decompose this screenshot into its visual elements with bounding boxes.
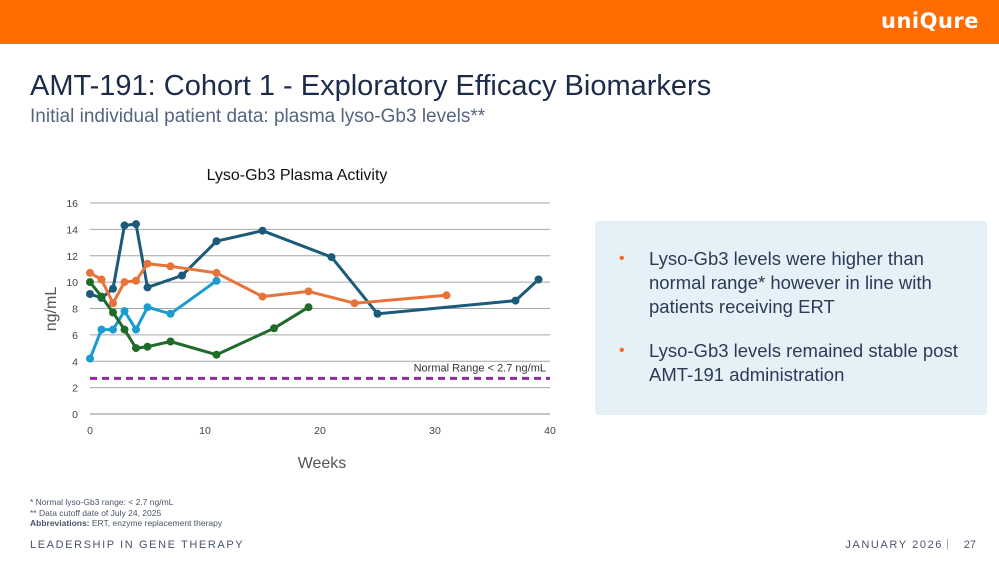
data-point-patient-2 [132,276,140,285]
page-number: 27 [963,539,976,551]
y-tick-label-12: 12 [66,251,78,263]
x-tick-label-10: 10 [199,425,211,437]
data-point-patient-2 [258,292,267,301]
footnote-data-cutoff: ** Data cutoff date of July 24, 2025 [30,507,162,518]
data-point-patient-2 [350,299,359,308]
data-point-patient-2 [166,262,175,271]
data-point-patient-1 [258,226,267,235]
data-point-patient-4 [166,337,175,346]
chart-title: Lyso-Gb3 Plasma Activity [207,167,388,184]
data-point-patient-1 [534,275,543,284]
data-point-patient-3 [120,307,129,316]
y-tick-label-4: 4 [72,356,78,368]
uniqure-logo: uniQure [881,9,979,33]
data-point-patient-4 [86,278,94,287]
footer-tagline: LEADERSHIP IN GENE THERAPY [30,539,245,551]
data-point-patient-4 [132,344,140,353]
finding-text-2: Lyso-Gb3 levels remained stable post AMT… [649,340,958,385]
footnotes: * Normal lyso-Gb3 range: < 2.7 ng/mL ** … [30,497,222,529]
bullet-icon: • [619,342,625,359]
series-line-patient-4 [88,281,310,357]
series-line-patient-2 [89,262,447,305]
data-point-patient-4 [270,324,278,333]
data-point-patient-3 [143,303,152,312]
y-axis-label: ng/mL [43,287,60,332]
data-point-patient-2 [109,299,117,308]
data-point-patient-3 [109,325,117,334]
data-point-patient-1 [86,290,94,298]
data-point-patient-4 [120,325,129,334]
data-point-patient-2 [304,287,313,296]
data-point-patient-1 [120,221,129,230]
footnote-normal-range: * Normal lyso-Gb3 range: < 2.7 ng/mL [30,497,174,507]
data-point-patient-1 [132,220,140,229]
finding-text-1: Lyso-Gb3 levels were higher than normal … [649,248,932,317]
abbreviations-label: Abbreviations: [30,518,90,528]
data-point-patient-2 [143,259,152,268]
data-point-patient-4 [212,350,221,359]
data-point-patient-1 [109,284,117,293]
data-point-patient-1 [511,296,520,305]
data-point-patient-4 [304,303,313,312]
top-banner: uniQure [0,0,999,44]
x-tick-label-20: 20 [314,425,326,437]
data-point-patient-1 [178,271,186,280]
data-point-patient-4 [109,308,117,317]
footnote-abbreviations: Abbreviations: ERT, enzyme replacement t… [30,518,222,529]
page-title: AMT-191: Cohort 1 - Exploratory Efficacy… [30,70,712,102]
y-tick-label-10: 10 [66,277,78,289]
data-point-patient-4 [143,342,152,351]
data-point-patient-2 [97,275,106,284]
data-point-patient-1 [143,283,152,292]
bullet-icon: • [619,250,625,267]
series-line-patient-1 [89,222,540,316]
data-point-patient-1 [327,253,336,262]
footer-separator: | [946,538,949,550]
data-point-patient-2 [212,268,221,277]
data-point-patient-1 [212,237,221,246]
y-tick-label-16: 16 [66,198,78,210]
y-tick-label-8: 8 [72,304,78,316]
page-subtitle: Initial individual patient data: plasma … [30,106,486,127]
data-point-patient-2 [86,268,94,277]
finding-item-1: • Lyso-Gb3 levels were higher than normal… [619,247,967,319]
data-point-patient-4 [97,292,106,301]
x-axis-label: Weeks [298,455,347,472]
data-point-patient-1 [373,309,382,318]
y-tick-label-14: 14 [66,224,78,236]
data-point-patient-2 [442,291,451,300]
x-tick-label-30: 30 [429,425,441,437]
y-tick-label-2: 2 [72,383,78,395]
x-tick-label-40: 40 [544,425,556,437]
data-point-patient-2 [120,278,129,287]
finding-item-2: • Lyso-Gb3 levels remained stable post AM… [619,339,967,387]
data-point-patient-3 [86,354,94,363]
footer-date: JANUARY 2026 [845,539,943,551]
data-point-patient-3 [132,325,140,334]
key-findings-callout: • Lyso-Gb3 levels were higher than normal… [595,221,987,415]
lyso-gb3-line-chart: Lyso-Gb3 Plasma Activity Normal Range < … [43,167,556,472]
data-point-patient-3 [166,309,175,318]
x-tick-label-0: 0 [87,425,93,437]
data-point-patient-3 [212,276,221,285]
y-tick-label-0: 0 [72,409,78,421]
abbreviations-text: ERT, enzyme replacement therapy [89,518,223,528]
data-point-patient-3 [97,325,106,334]
y-tick-label-6: 6 [72,330,78,342]
normal-range-label: Normal Range < 2.7 ng/mL [414,362,546,374]
